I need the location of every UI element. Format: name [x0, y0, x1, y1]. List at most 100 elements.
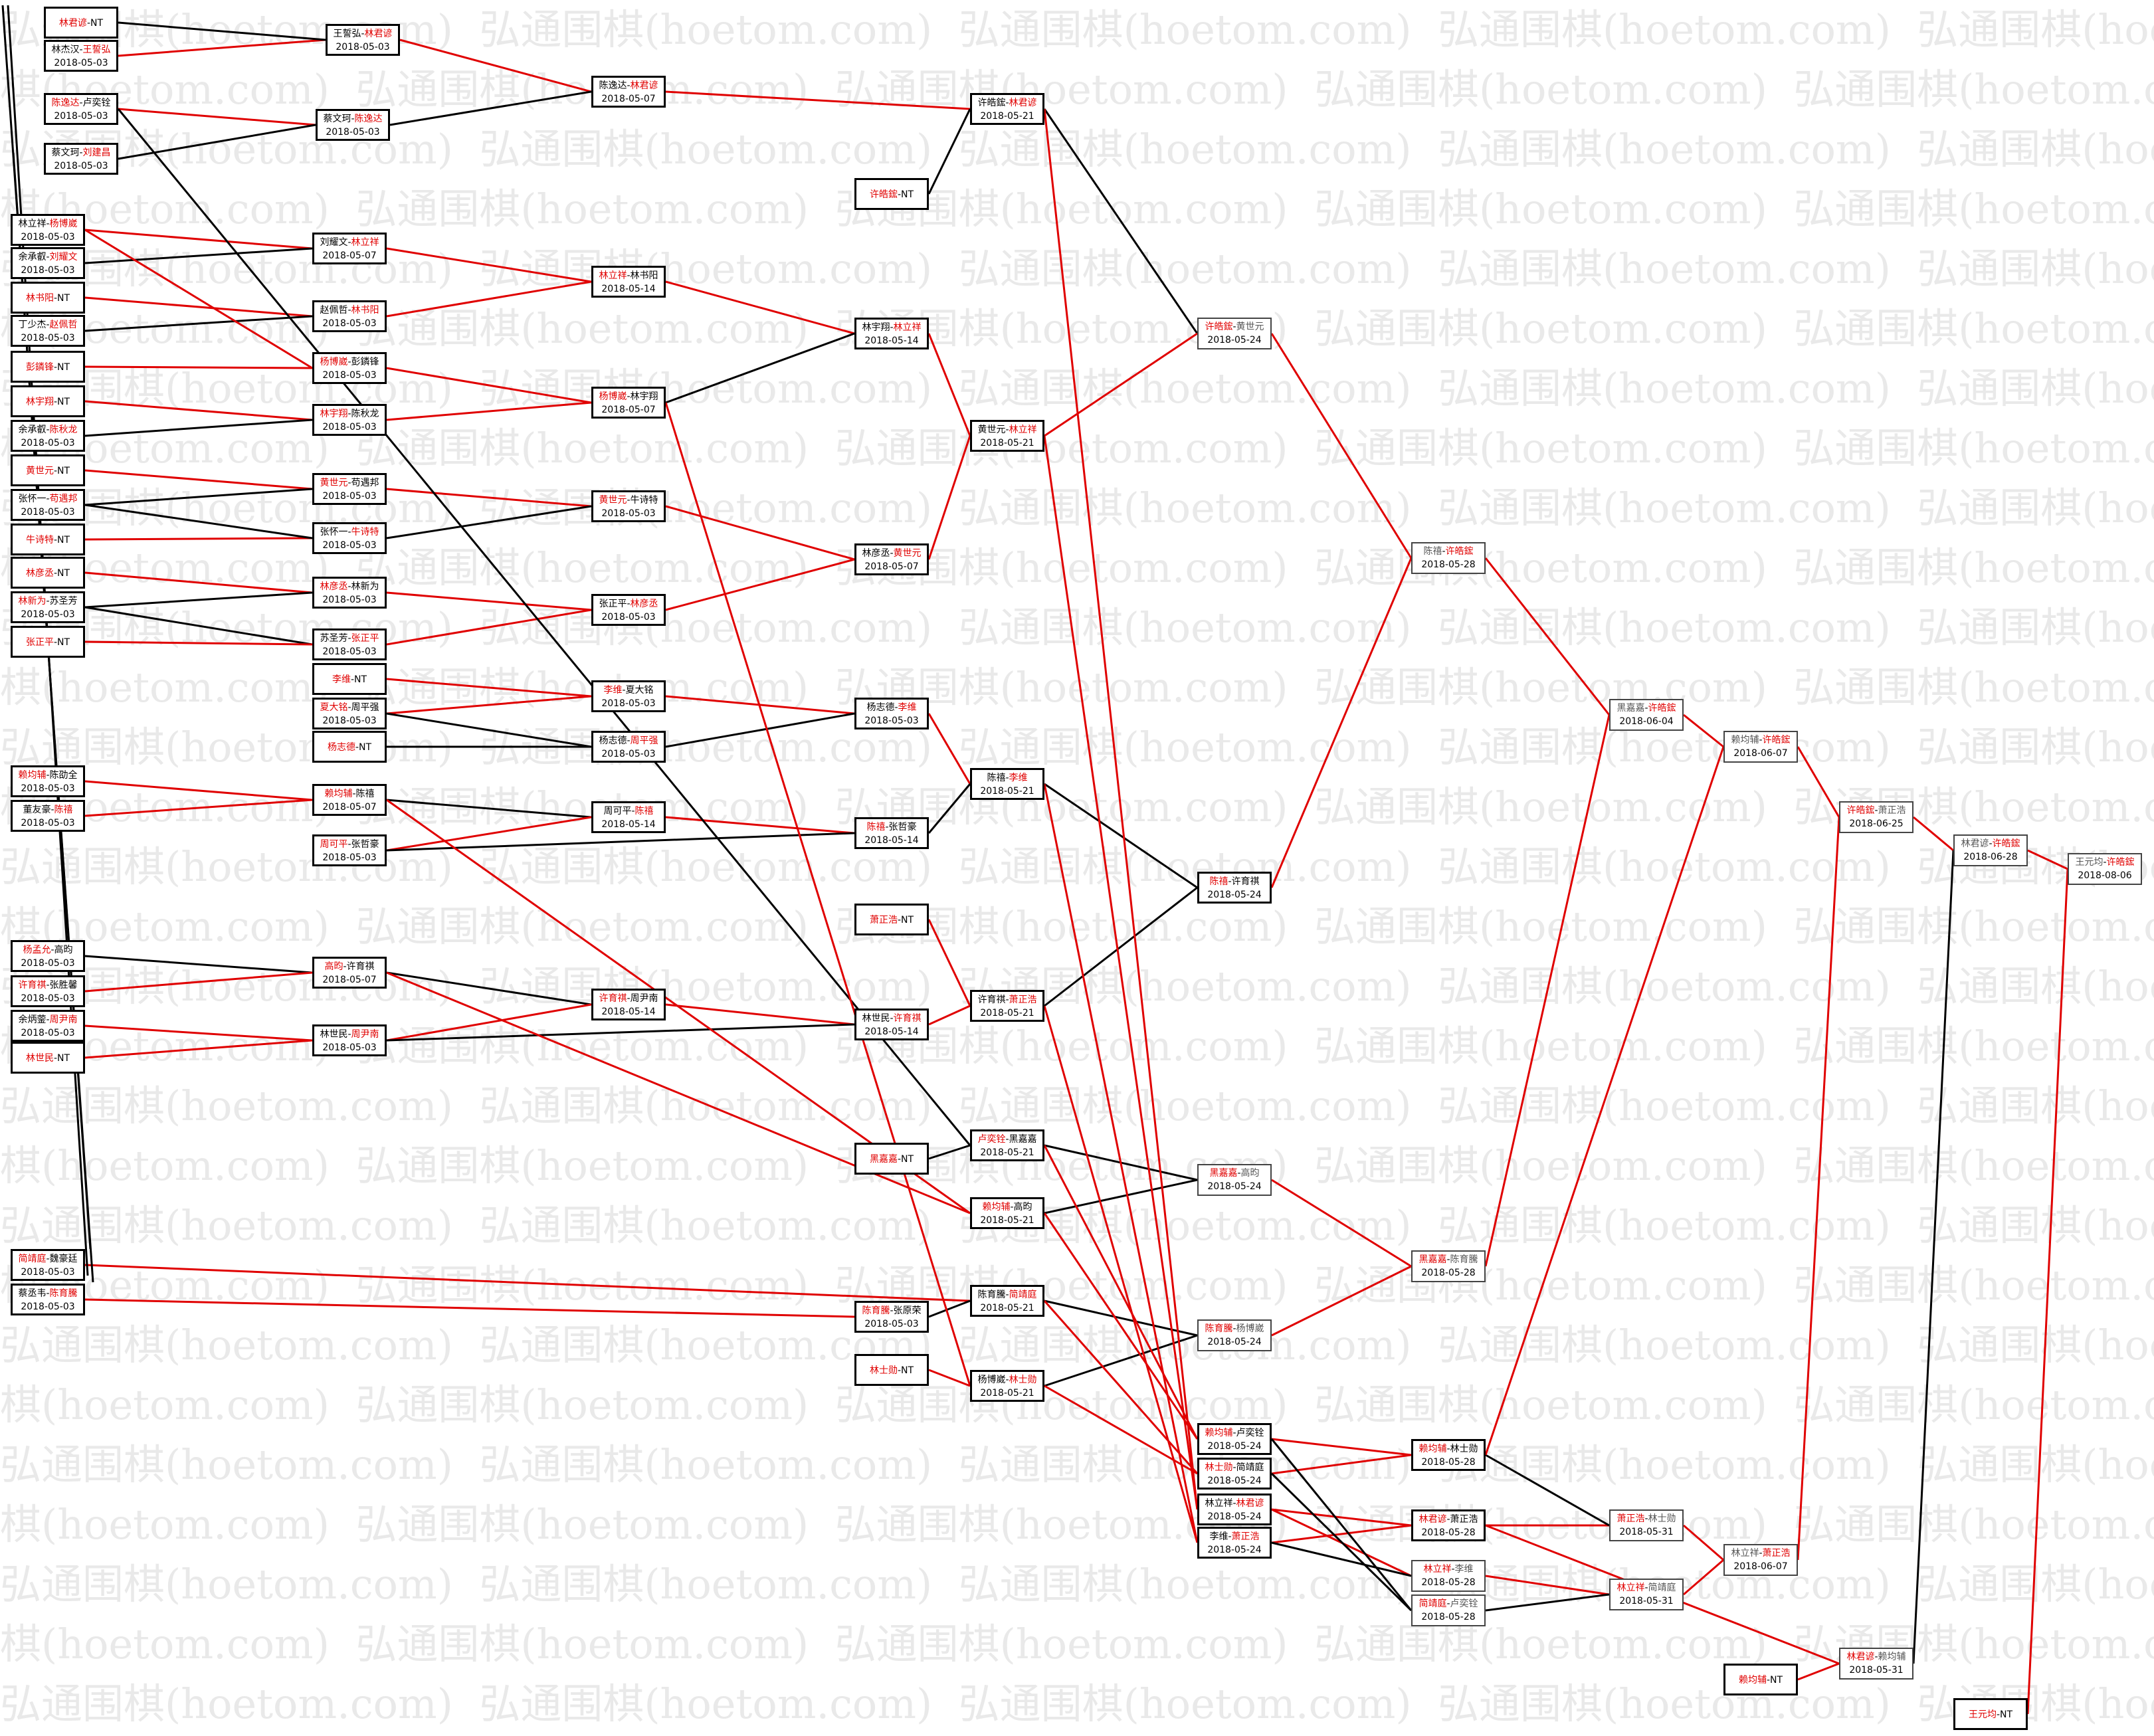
match-node-g3[interactable]: 赖均辅-林士勋 2018-05-28: [1411, 1439, 1486, 1471]
match-node-i1[interactable]: 赖均辅-许皓鋐 2018-06-07: [1723, 731, 1798, 763]
match-node-a24[interactable]: 简靖庭-魏豪廷 2018-05-03: [11, 1249, 85, 1281]
match-node-a21[interactable]: 许育祺-张胜馨 2018-05-03: [11, 975, 85, 1007]
match-node-g2[interactable]: 黑嘉嘉-陈育騰 2018-05-28: [1411, 1250, 1486, 1282]
match-node-f6[interactable]: 林士勋-简靖庭 2018-05-24: [1197, 1458, 1272, 1490]
match-node-i4[interactable]: 林君谚-赖均辅 2018-05-31: [1839, 1648, 1913, 1680]
match-node-f3[interactable]: 黑嘉嘉-高昀 2018-05-24: [1197, 1164, 1272, 1196]
match-node-c6[interactable]: 李维-夏大铭 2018-05-03: [591, 680, 666, 712]
match-node-f7[interactable]: 林立祥-林君谚 2018-05-24: [1197, 1494, 1272, 1525]
match-node-b12[interactable]: 夏大铭-周平强 2018-05-03: [312, 698, 387, 729]
match-node-b7[interactable]: 黄世元-苟遇邦 2018-05-03: [312, 473, 387, 505]
match-node-b14[interactable]: 赖均辅-陈禧 2018-05-07: [312, 784, 387, 816]
match-node-d5[interactable]: 陈禧-张哲豪 2018-05-14: [854, 817, 929, 849]
match-node-a14[interactable]: 牛诗特-NT: [11, 524, 85, 555]
match-node-d8[interactable]: 黑嘉嘉-NT: [854, 1143, 929, 1175]
match-node-b2[interactable]: 蔡文珂-陈逸达 2018-05-03: [316, 109, 390, 141]
match-node-b13[interactable]: 杨志德-NT: [312, 731, 387, 763]
match-node-d6[interactable]: 萧正浩-NT: [854, 904, 929, 935]
match-node-b11[interactable]: 李维-NT: [312, 663, 387, 695]
match-node-a8[interactable]: 丁少杰-赵佩哲 2018-05-03: [11, 315, 85, 347]
match-node-a3[interactable]: 陈逸达-卢奕铨 2018-05-03: [44, 93, 118, 125]
match-node-a7[interactable]: 林书阳-NT: [11, 282, 85, 314]
match-node-d1[interactable]: 许皓鋐-NT: [854, 178, 929, 210]
match-node-a1[interactable]: 林君谚-NT: [44, 7, 118, 39]
match-node-a23[interactable]: 林世民-NT: [11, 1042, 85, 1074]
match-node-e8[interactable]: 杨博崴-林士勋 2018-05-21: [970, 1370, 1044, 1402]
match-node-g6[interactable]: 简靖庭-卢奕铨 2018-05-28: [1411, 1594, 1486, 1626]
match-node-a12[interactable]: 黄世元-NT: [11, 454, 85, 486]
match-node-b17[interactable]: 林世民-周尹南 2018-05-03: [312, 1024, 387, 1056]
match-node-b16[interactable]: 高昀-许育祺 2018-05-07: [312, 957, 387, 989]
match-node-d2[interactable]: 林宇翔-林立祥 2018-05-14: [854, 318, 929, 349]
match-node-a17[interactable]: 张正平-NT: [11, 626, 85, 658]
match-node-b1[interactable]: 王誓弘-林君谚 2018-05-03: [326, 24, 400, 56]
match-node-h1[interactable]: 黑嘉嘉-许皓鋐 2018-06-04: [1609, 699, 1684, 731]
match-node-c9[interactable]: 许育祺-周尹南 2018-05-14: [591, 989, 666, 1020]
match-node-c5[interactable]: 张正平-林彦丞 2018-05-03: [591, 594, 666, 626]
match-node-b4[interactable]: 赵佩哲-林书阳 2018-05-03: [312, 300, 387, 332]
match-node-a11[interactable]: 余承叡-陈秋龙 2018-05-03: [11, 420, 85, 452]
match-node-a25[interactable]: 蔡丞韦-陈育騰 2018-05-03: [11, 1284, 85, 1315]
match-players: 黄世元-苟遇邦: [314, 476, 385, 490]
match-node-b9[interactable]: 林彦丞-林新为 2018-05-03: [312, 577, 387, 609]
match-node-b8[interactable]: 张怀一-牛诗特 2018-05-03: [312, 522, 387, 554]
match-node-a13[interactable]: 张怀一-苟遇邦 2018-05-03: [11, 489, 85, 521]
match-node-j1[interactable]: 许皓鋐-萧正浩 2018-06-25: [1839, 801, 1913, 833]
match-node-d10[interactable]: 林士勋-NT: [854, 1354, 929, 1386]
match-node-a4[interactable]: 蔡文珂-刘建昌 2018-05-03: [44, 143, 118, 175]
match-node-b10[interactable]: 苏圣芳-张正平 2018-05-03: [312, 628, 387, 660]
match-node-c1[interactable]: 陈逸达-林君谚 2018-05-07: [591, 76, 666, 108]
match-node-d9[interactable]: 陈育騰-张原荣 2018-05-03: [854, 1301, 929, 1333]
match-node-b3[interactable]: 刘耀文-林立祥 2018-05-07: [312, 233, 387, 264]
match-node-e3[interactable]: 陈禧-李维 2018-05-21: [970, 768, 1044, 800]
match-node-a15[interactable]: 林彦丞-NT: [11, 557, 85, 589]
match-node-i3[interactable]: 赖均辅-NT: [1723, 1664, 1798, 1695]
match-node-i2[interactable]: 林立祥-萧正浩 2018-06-07: [1723, 1544, 1798, 1576]
match-node-a9[interactable]: 彭鏻锋-NT: [11, 351, 85, 383]
match-node-a6[interactable]: 余承叡-刘耀文 2018-05-03: [11, 247, 85, 279]
match-node-d7[interactable]: 林世民-许育祺 2018-05-14: [854, 1009, 929, 1040]
match-node-d3[interactable]: 林彦丞-黄世元 2018-05-07: [854, 543, 929, 575]
match-node-a18[interactable]: 赖均辅-陈劭全 2018-05-03: [11, 765, 85, 797]
match-node-e1[interactable]: 许皓鋐-林君谚 2018-05-21: [970, 93, 1044, 125]
match-node-a19[interactable]: 董友豪-陈禧 2018-05-03: [11, 800, 85, 832]
match-node-a5[interactable]: 林立祥-杨博崴 2018-05-03: [11, 214, 85, 246]
match-players: 余承叡-陈秋龙: [13, 423, 83, 436]
match-node-a16[interactable]: 林新为-苏圣芳 2018-05-03: [11, 591, 85, 623]
match-node-d4[interactable]: 杨志德-李维 2018-05-03: [854, 698, 929, 729]
match-node-f4[interactable]: 陈育騰-杨博崴 2018-05-24: [1197, 1319, 1272, 1351]
match-node-e6[interactable]: 赖均辅-高昀 2018-05-21: [970, 1197, 1044, 1229]
match-node-c7[interactable]: 杨志德-周平强 2018-05-03: [591, 731, 666, 763]
match-node-b5[interactable]: 杨博崴-彭鏻锋 2018-05-03: [312, 352, 387, 384]
bracket-line-b15-c8: [386, 816, 592, 852]
match-node-h3[interactable]: 林立祥-简靖庭 2018-05-31: [1609, 1579, 1684, 1610]
match-node-b15[interactable]: 周可平-张哲豪 2018-05-03: [312, 834, 387, 866]
match-node-h2[interactable]: 萧正浩-林士勋 2018-05-31: [1609, 1509, 1684, 1541]
match-node-f1[interactable]: 许皓鋐-黄世元 2018-05-24: [1197, 318, 1272, 349]
match-node-b6[interactable]: 林宇翔-陈秋龙 2018-05-03: [312, 404, 387, 436]
match-node-e4[interactable]: 许育祺-萧正浩 2018-05-21: [970, 990, 1044, 1022]
match-node-a2[interactable]: 林杰汉-王誓弘 2018-05-03: [44, 40, 118, 72]
match-node-e7[interactable]: 陈育騰-简靖庭 2018-05-21: [970, 1285, 1044, 1317]
match-node-m1[interactable]: 王元均-许皓鋐 2018-08-06: [2068, 853, 2142, 885]
separator: -: [627, 993, 631, 1004]
match-node-c2[interactable]: 林立祥-林书阳 2018-05-14: [591, 266, 666, 298]
match-node-c3[interactable]: 杨博崴-林宇翔 2018-05-07: [591, 387, 666, 419]
match-node-f2[interactable]: 陈禧-许育祺 2018-05-24: [1197, 872, 1272, 904]
match-node-f8[interactable]: 李维-萧正浩 2018-05-24: [1197, 1527, 1272, 1559]
match-node-a22[interactable]: 余炳蓥-周尹南 2018-05-03: [11, 1010, 85, 1042]
match-node-e2[interactable]: 黄世元-林立祥 2018-05-21: [970, 420, 1044, 452]
match-node-e5[interactable]: 卢奕铨-黑嘉嘉 2018-05-21: [970, 1129, 1044, 1161]
match-node-c4[interactable]: 黄世元-牛诗特 2018-05-03: [591, 490, 666, 522]
match-node-f5[interactable]: 赖均辅-卢奕铨 2018-05-24: [1197, 1423, 1272, 1455]
match-node-k2[interactable]: 王元均-NT: [1953, 1698, 2028, 1730]
match-node-g5[interactable]: 林立祥-李维 2018-05-28: [1411, 1560, 1486, 1592]
match-node-a10[interactable]: 林宇翔-NT: [11, 385, 85, 417]
match-node-a20[interactable]: 杨孟允-高昀 2018-05-03: [11, 940, 85, 972]
match-node-c8[interactable]: 周可平-陈禧 2018-05-14: [591, 801, 666, 833]
match-node-g4[interactable]: 林君谚-萧正浩 2018-05-28: [1411, 1509, 1486, 1541]
match-node-k1[interactable]: 林君谚-许皓鋐 2018-06-28: [1953, 834, 2028, 866]
player-b: NT: [57, 1053, 70, 1064]
match-node-g1[interactable]: 陈禧-许皓鋐 2018-05-28: [1411, 542, 1486, 574]
match-players: 杨博崴-林士勋: [972, 1373, 1042, 1387]
